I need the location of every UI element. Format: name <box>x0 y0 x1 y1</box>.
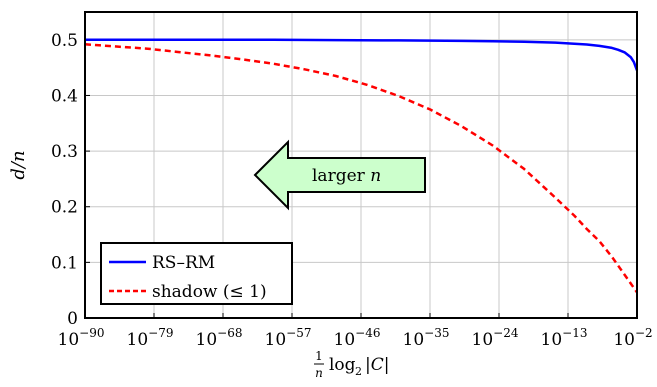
x-tick-label: 10−2 <box>613 326 652 350</box>
x-axis-label: 1 n log 2 |C| <box>314 349 389 380</box>
x-tick-label: 10−35 <box>403 326 450 350</box>
x-tick-label: 10−68 <box>196 326 243 350</box>
y-tick-label: 0.3 <box>51 142 78 162</box>
y-tick-label: 0.1 <box>51 253 78 273</box>
x-tick-label: 10−13 <box>541 326 588 350</box>
x-label-frac-num: 1 <box>315 349 323 363</box>
x-tick-label: 10−24 <box>472 326 519 350</box>
y-axis-label: d/n <box>8 150 29 179</box>
legend-label-shadow: shadow (≤ 1) <box>152 282 267 302</box>
y-tick-labels: 0 0.1 0.2 0.3 0.4 0.5 <box>51 31 78 329</box>
y-tick-label: 0.4 <box>51 86 78 106</box>
series-line-rs-rm <box>85 38 639 71</box>
y-tick-label: 0.2 <box>51 198 78 218</box>
x-label-log-base: 2 <box>355 365 362 378</box>
y-tick-label: 0 <box>67 309 78 329</box>
plot-frame <box>84 11 638 319</box>
series-line-shadow <box>84 43 639 294</box>
x-label-log: log <box>329 355 356 375</box>
arrow-label: larger n <box>312 166 381 186</box>
x-label-frac-den: n <box>315 366 323 380</box>
y-tick-label: 0.5 <box>51 31 78 51</box>
legend-label-rs-rm: RS–RM <box>152 253 215 273</box>
legend: RS–RM shadow (≤ 1) <box>100 242 293 305</box>
legend-box <box>100 242 293 305</box>
x-tick-label: 10−79 <box>127 326 174 350</box>
arrow-shape <box>253 139 426 211</box>
x-label-arg: |C| <box>365 355 389 375</box>
series-layer <box>84 38 639 294</box>
x-tick-label: 10−46 <box>334 326 381 350</box>
x-tick-labels: 10−90 10−79 10−68 10−57 10−46 10−35 10−24 10−13… <box>58 326 653 350</box>
x-tick-label: 10−90 <box>58 326 105 350</box>
larger-n-arrow: larger n <box>253 139 426 211</box>
x-tick-label: 10−57 <box>265 326 312 350</box>
